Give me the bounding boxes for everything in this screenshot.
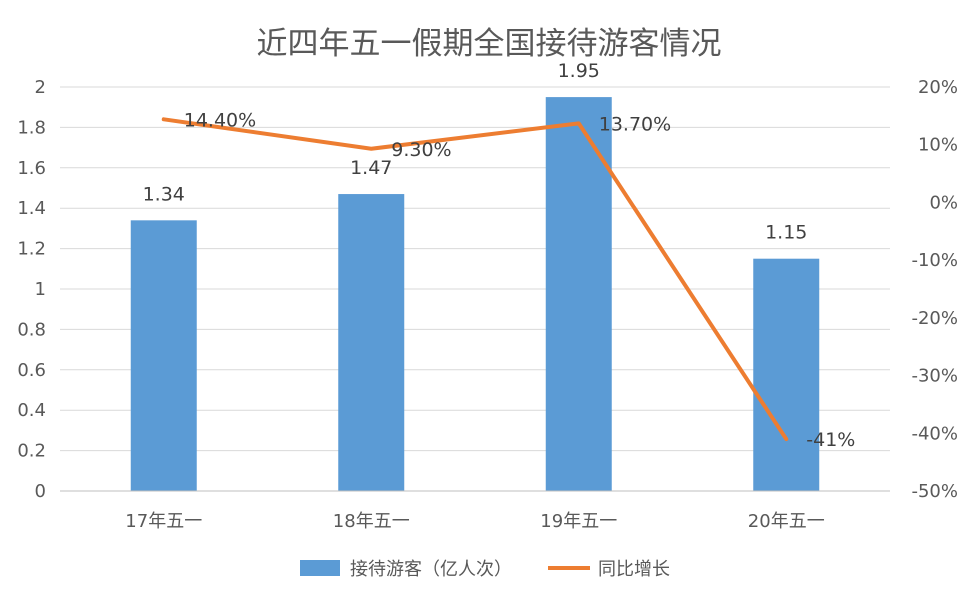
line-data-label: -41% <box>806 429 855 451</box>
y-left-tick-label: 1 <box>35 279 46 300</box>
y-right-tick-label: -40% <box>911 423 958 444</box>
bar-series <box>130 97 820 491</box>
line-series <box>161 117 789 442</box>
legend-label-bar: 接待游客（亿人次） <box>350 559 512 580</box>
x-tick-label: 17年五一 <box>125 511 202 532</box>
y-left-tick-label: 0.4 <box>17 400 46 421</box>
line-point <box>162 117 166 121</box>
y-left-tick-label: 2 <box>35 77 46 98</box>
y-left-tick-label: 0.2 <box>17 441 46 462</box>
y-left-tick-label: 0 <box>35 481 46 502</box>
bar <box>130 220 197 491</box>
y-left-tick-label: 1.8 <box>17 117 46 138</box>
bar <box>338 194 405 491</box>
y-left-tick-label: 1.4 <box>17 198 46 219</box>
axes: 0 0.2 0.4 0.6 0.8 1 1.2 1.4 1.6 1.8 2 -50% -40% -30% -… <box>17 77 958 532</box>
growth-line <box>161 117 789 442</box>
bar-data-label: 1.95 <box>558 60 600 82</box>
y-right-tick-label: 10% <box>918 135 958 156</box>
line-data-label: 13.70% <box>599 113 671 135</box>
y-right-tick-label: -30% <box>911 366 958 387</box>
legend: 接待游客（亿人次） 同比增长 <box>300 559 670 580</box>
bar <box>753 258 820 491</box>
y-left-tick-label: 1.6 <box>17 158 46 179</box>
y-right-tick-label: 0% <box>929 192 958 213</box>
line-point <box>577 121 581 125</box>
chart-title: 近四年五一假期全国接待游客情况 <box>256 26 722 62</box>
bar-data-label: 1.15 <box>765 222 807 244</box>
bar-data-label: 1.34 <box>143 183 185 205</box>
line-data-label: 14.40% <box>184 109 256 131</box>
y-left-tick-label: 0.8 <box>17 319 46 340</box>
line-point <box>369 147 373 151</box>
bar-data-label: 1.47 <box>350 157 392 179</box>
y-right-tick-label: -20% <box>911 308 958 329</box>
y-left-tick-label: 0.6 <box>17 360 46 381</box>
line-point <box>784 437 788 441</box>
x-tick-label: 19年五一 <box>540 511 617 532</box>
legend-label-line: 同比增长 <box>598 559 670 580</box>
gridlines <box>60 86 890 492</box>
bar <box>545 97 612 491</box>
y-right-tick-label: -50% <box>911 481 958 502</box>
data-labels: 1.34 1.47 1.95 1.15 14.40% 9.30% 13.70% -41% <box>143 60 856 451</box>
y-right-tick-label: -10% <box>911 250 958 271</box>
y-left-tick-label: 1.2 <box>17 239 46 260</box>
y-right-tick-label: 20% <box>918 77 958 98</box>
legend-swatch-bar <box>300 560 340 576</box>
line-data-label: 9.30% <box>391 139 451 161</box>
x-tick-label: 20年五一 <box>748 511 825 532</box>
x-tick-label: 18年五一 <box>333 511 410 532</box>
